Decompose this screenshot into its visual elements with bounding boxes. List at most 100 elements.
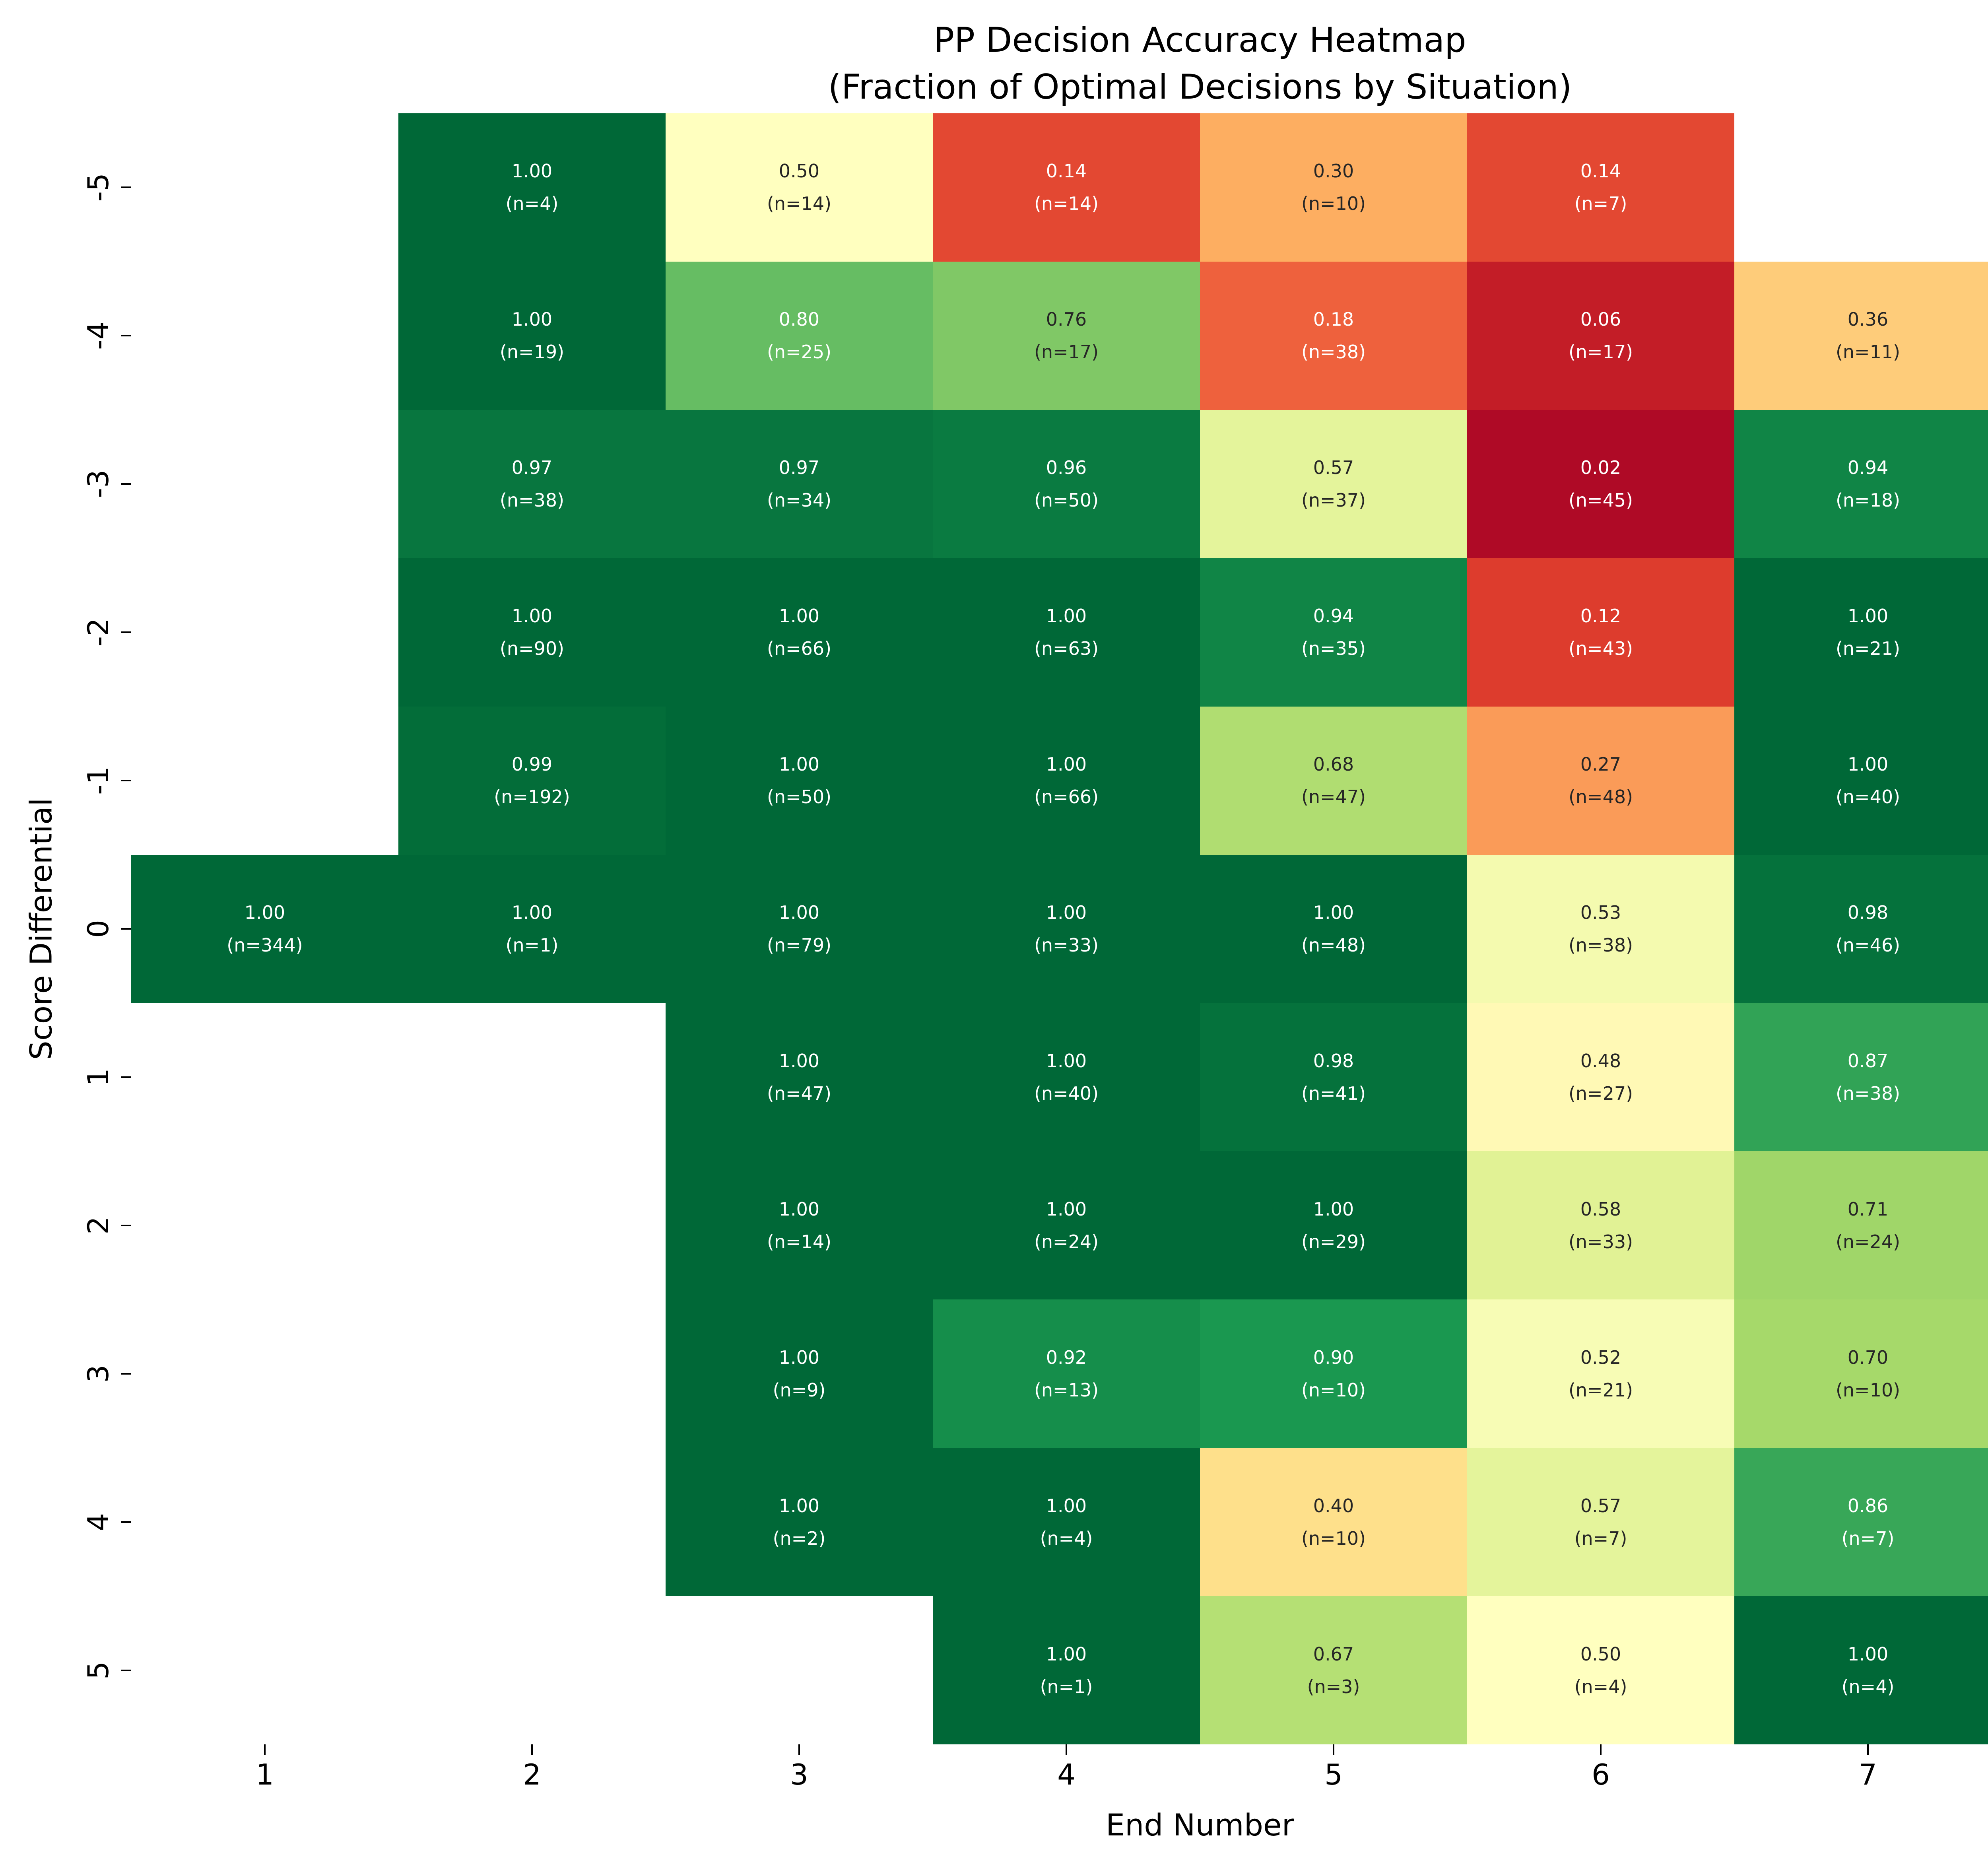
heatmap-cell-r-2-c6: 0.12 (n=43) [1467, 558, 1734, 707]
cell-count: (n=7) [1574, 1527, 1627, 1549]
cell-count: (n=35) [1301, 638, 1366, 660]
cell-value: 0.06 [1580, 309, 1621, 330]
cell-value: 0.67 [1313, 1643, 1354, 1665]
cell-count: (n=34) [767, 489, 832, 511]
heatmap-cell-r5-c5: 0.67 (n=3) [1200, 1596, 1467, 1744]
heatmap-cell-r-1-c6: 0.27 (n=48) [1467, 706, 1734, 855]
cell-value: 0.14 [1046, 160, 1087, 182]
heatmap-cell-r-1-c5: 0.68 (n=47) [1200, 706, 1467, 855]
cell-count: (n=79) [767, 934, 832, 956]
cell-value: 0.36 [1847, 309, 1889, 330]
cell-count: (n=10) [1301, 1379, 1366, 1401]
x-axis-label: End Number [1106, 1807, 1294, 1843]
cell-count: (n=4) [1841, 1676, 1895, 1697]
heatmap-cell-r-3-c4: 0.96 (n=50) [933, 410, 1200, 558]
x-tick-mark-7 [1867, 1744, 1869, 1755]
heatmap-cell-r0-c2: 1.00 (n=1) [398, 854, 666, 1003]
heatmap-cell-r3-c5: 0.90 (n=10) [1200, 1299, 1467, 1448]
cell-count: (n=14) [767, 193, 832, 215]
heatmap-cell-r-5-c5: 0.30 (n=10) [1200, 113, 1467, 262]
heatmap-cell-r-2-c3: 1.00 (n=66) [666, 558, 933, 707]
heatmap-cell-r-4-c3: 0.80 (n=25) [666, 261, 933, 410]
heatmap-cell-r0-c3: 1.00 (n=79) [666, 854, 933, 1003]
heatmap-cell-r-5-c3: 0.50 (n=14) [666, 113, 933, 262]
heatmap-cell-r3-c6: 0.52 (n=21) [1467, 1299, 1734, 1448]
y-tick-label-0: 0 [82, 920, 115, 938]
cell-count: (n=25) [767, 341, 832, 363]
cell-value: 1.00 [511, 309, 553, 330]
cell-count: (n=43) [1568, 638, 1633, 660]
cell-count: (n=10) [1835, 1379, 1901, 1401]
cell-count: (n=45) [1568, 489, 1633, 511]
cell-count: (n=4) [1574, 1676, 1627, 1697]
heatmap-cell-r-1-c3: 1.00 (n=50) [666, 706, 933, 855]
cell-value: 1.00 [1847, 1643, 1889, 1665]
cell-count: (n=7) [1841, 1527, 1895, 1549]
y-tick-label-5: 5 [82, 1661, 115, 1680]
cell-value: 0.76 [1046, 309, 1087, 330]
cell-count: (n=38) [1568, 934, 1633, 956]
heatmap-cell-r2-c2 [398, 1151, 666, 1299]
heatmap-cell-r-4-c4: 0.76 (n=17) [933, 261, 1200, 410]
y-tick-mark-4 [121, 1521, 131, 1523]
cell-count: (n=40) [1835, 786, 1901, 808]
heatmap-cell-r-3-c5: 0.57 (n=37) [1200, 410, 1467, 558]
cell-count: (n=1) [505, 934, 559, 956]
cell-count: (n=24) [1835, 1231, 1901, 1253]
y-tick-label--4: -4 [82, 321, 115, 350]
cell-value: 1.00 [511, 605, 553, 627]
heatmap-cell-r-3-c7: 0.94 (n=18) [1734, 410, 1988, 558]
x-tick-label-5: 5 [1324, 1758, 1343, 1791]
heatmap-cell-r2-c6: 0.58 (n=33) [1467, 1151, 1734, 1300]
cell-count: (n=48) [1568, 786, 1633, 808]
heatmap-cell-r4-c4: 1.00 (n=4) [933, 1448, 1200, 1596]
cell-value: 0.58 [1580, 1198, 1621, 1220]
heatmap-cell-r-1-c4: 1.00 (n=66) [933, 706, 1200, 855]
cell-count: (n=10) [1301, 1527, 1366, 1549]
heatmap-cell-r1-c4: 1.00 (n=40) [933, 1003, 1200, 1152]
y-tick-mark--5 [121, 186, 131, 188]
cell-count: (n=14) [767, 1231, 832, 1253]
cell-value: 0.52 [1580, 1346, 1621, 1368]
cell-count: (n=47) [767, 1082, 832, 1104]
cell-count: (n=50) [767, 786, 832, 808]
heatmap-cell-r-5-c7 [1734, 113, 1988, 262]
heatmap-cell-r-4-c5: 0.18 (n=38) [1200, 261, 1467, 410]
heatmap-cell-r-3-c2: 0.97 (n=38) [398, 410, 666, 558]
heatmap-cell-r1-c6: 0.48 (n=27) [1467, 1003, 1734, 1152]
cell-count: (n=66) [1034, 786, 1099, 808]
cell-count: (n=4) [1040, 1527, 1093, 1549]
y-tick-mark-5 [121, 1669, 131, 1671]
heatmap-cell-r2-c4: 1.00 (n=24) [933, 1151, 1200, 1300]
cell-count: (n=192) [494, 786, 570, 808]
heatmap-cell-r-1-c7: 1.00 (n=40) [1734, 706, 1988, 855]
cell-value: 0.98 [1847, 901, 1889, 923]
y-tick-label-1: 1 [82, 1068, 115, 1086]
cell-value: 0.57 [1313, 457, 1354, 479]
cell-value: 1.00 [779, 1495, 820, 1517]
cell-value: 0.70 [1847, 1346, 1889, 1368]
cell-value: 1.00 [1046, 1198, 1087, 1220]
heatmap-cell-r5-c1 [131, 1596, 398, 1744]
heatmap-cell-r1-c5: 0.98 (n=41) [1200, 1003, 1467, 1152]
heatmap-cell-r0-c1: 1.00 (n=344) [131, 854, 398, 1003]
cell-count: (n=21) [1835, 638, 1901, 660]
cell-value: 0.94 [1847, 457, 1889, 479]
heatmap-cell-r-1-c2: 0.99 (n=192) [398, 706, 666, 855]
cell-value: 0.27 [1580, 753, 1621, 775]
cell-value: 1.00 [1046, 605, 1087, 627]
cell-value: 0.53 [1580, 901, 1621, 923]
heatmap-cell-r-2-c1 [131, 558, 398, 707]
y-tick-mark--1 [121, 780, 131, 782]
x-tick-mark-1 [264, 1744, 266, 1755]
cell-value: 1.00 [1046, 1495, 1087, 1517]
y-tick-mark-1 [121, 1076, 131, 1078]
cell-value: 1.00 [1046, 901, 1087, 923]
cell-value: 1.00 [1046, 1643, 1087, 1665]
heatmap-cell-r4-c6: 0.57 (n=7) [1467, 1448, 1734, 1596]
x-tick-mark-6 [1600, 1744, 1602, 1755]
heatmap-cell-r5-c7: 1.00 (n=4) [1734, 1596, 1988, 1744]
x-tick-label-1: 1 [256, 1758, 274, 1791]
cell-value: 1.00 [1847, 605, 1889, 627]
cell-value: 0.18 [1313, 309, 1354, 330]
